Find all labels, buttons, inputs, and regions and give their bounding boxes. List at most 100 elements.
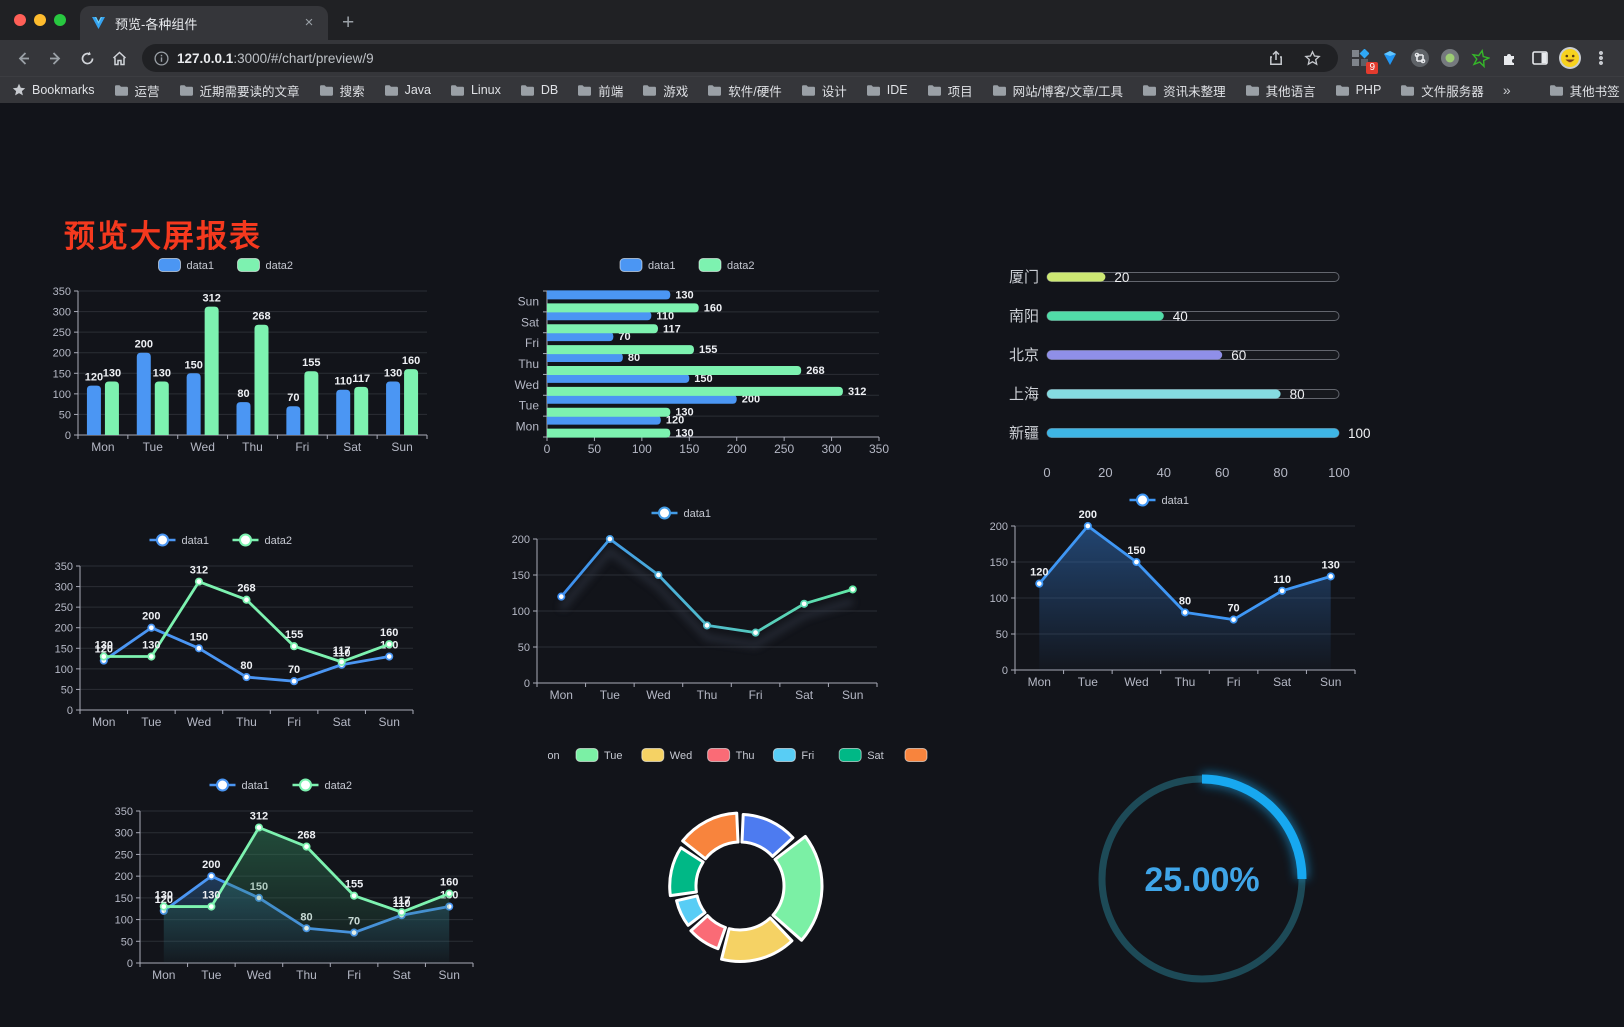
url-path: :3000/#/chart/preview/9: [233, 50, 374, 66]
svg-text:200: 200: [55, 623, 73, 635]
svg-text:312: 312: [848, 386, 866, 398]
other-bookmarks-label: 其他书签: [1569, 84, 1620, 99]
svg-text:300: 300: [822, 442, 842, 456]
svg-text:350: 350: [115, 806, 133, 818]
svg-text:Sat: Sat: [343, 440, 362, 454]
extension-evernote-button[interactable]: [1466, 44, 1494, 72]
profile-avatar[interactable]: [1556, 44, 1584, 72]
svg-text:60: 60: [1215, 465, 1229, 480]
svg-text:Sun: Sun: [1320, 675, 1341, 689]
browser-tab-active[interactable]: 预览-各种组件 ×: [80, 6, 328, 40]
command-circle-icon: [1411, 49, 1429, 67]
svg-text:100: 100: [55, 664, 73, 676]
svg-text:150: 150: [55, 643, 73, 655]
bookmark-folder[interactable]: 其他语言: [1245, 81, 1316, 100]
svg-text:Mon: Mon: [516, 420, 539, 434]
extension-vue-devtools-button[interactable]: [1376, 44, 1404, 72]
svg-text:150: 150: [184, 359, 202, 371]
green-star-icon: [1470, 48, 1490, 68]
bookmarks-root-label: Bookmarks: [32, 83, 95, 97]
bookmark-folder[interactable]: 文件服务器: [1400, 81, 1484, 100]
other-bookmarks[interactable]: 其他书签: [1549, 81, 1620, 100]
reload-button[interactable]: [72, 43, 102, 73]
bookmark-folder-label: 文件服务器: [1421, 84, 1484, 99]
svg-text:100: 100: [632, 442, 652, 456]
svg-text:200: 200: [1079, 509, 1097, 521]
svg-text:150: 150: [53, 368, 71, 380]
bookmark-folder[interactable]: 搜索: [319, 81, 365, 100]
bookmark-folder[interactable]: 近期需要读的文章: [179, 81, 300, 100]
svg-text:Wed: Wed: [515, 378, 539, 392]
bookmark-folder[interactable]: 资讯未整理: [1142, 81, 1226, 100]
bookmark-folder[interactable]: 前端: [577, 81, 623, 100]
extensions-puzzle-button[interactable]: [1496, 44, 1524, 72]
home-button[interactable]: [104, 43, 134, 73]
svg-text:Sun: Sun: [842, 688, 863, 702]
folder-icon: [927, 84, 941, 96]
svg-text:130: 130: [675, 428, 693, 440]
svg-text:80: 80: [237, 388, 249, 400]
chart-line-two-series: data1 data2 0 50 100 150 200 250 300 350 Mon Tue Wed…: [55, 533, 414, 729]
window-minimize-button[interactable]: [34, 14, 46, 26]
bookmarks-bar: Bookmarks 运营 近期需要读的文章 搜索 Java Linux DB 前端 游戏 软件/…: [0, 76, 1624, 103]
bookmark-star-button[interactable]: [1298, 44, 1326, 72]
svg-text:300: 300: [115, 828, 133, 840]
browser-menu-button[interactable]: • • •: [1586, 43, 1616, 73]
bookmark-folder[interactable]: Java: [384, 83, 431, 97]
svg-text:0: 0: [524, 678, 530, 690]
extension-command-button[interactable]: [1406, 44, 1434, 72]
extension-grid-button[interactable]: 9: [1346, 44, 1378, 74]
svg-text:110: 110: [1273, 574, 1291, 586]
tab-close-icon[interactable]: ×: [304, 14, 314, 31]
svg-text:200: 200: [727, 442, 747, 456]
folder-icon: [1335, 84, 1349, 96]
svg-text:200: 200: [53, 348, 71, 360]
bookmark-folder[interactable]: 运营: [114, 81, 160, 100]
folder-icon: [1245, 84, 1259, 96]
back-button[interactable]: [8, 43, 38, 73]
svg-text:data2: data2: [727, 260, 755, 272]
grid-extension-icon: [1352, 49, 1369, 66]
share-icon: [1270, 50, 1282, 65]
svg-text:155: 155: [302, 357, 320, 369]
folder-icon: [866, 84, 880, 96]
address-bar[interactable]: 127.0.0.1:3000/#/chart/preview/9: [142, 44, 1338, 72]
share-button[interactable]: [1262, 44, 1290, 72]
svg-text:50: 50: [518, 642, 530, 654]
svg-text:Thu: Thu: [242, 440, 263, 454]
bookmark-folder-label: 运营: [134, 84, 160, 99]
bookmark-folder[interactable]: 项目: [927, 81, 973, 100]
bookmark-folder[interactable]: 游戏: [642, 81, 688, 100]
svg-text:117: 117: [333, 645, 351, 657]
svg-text:0: 0: [65, 430, 71, 442]
bookmark-folder[interactable]: DB: [520, 83, 558, 97]
bookmark-folder-label: 近期需要读的文章: [199, 84, 300, 99]
svg-text:0: 0: [67, 705, 73, 717]
extension-record-button[interactable]: [1436, 44, 1464, 72]
bookmark-folder[interactable]: Linux: [450, 83, 501, 97]
new-tab-button[interactable]: +: [342, 11, 355, 34]
window-zoom-button[interactable]: [54, 14, 66, 26]
folder-icon: [114, 84, 128, 96]
bookmark-folder[interactable]: 软件/硬件: [707, 81, 782, 100]
side-panel-button[interactable]: [1526, 44, 1554, 72]
bookmarks-root[interactable]: Bookmarks: [12, 83, 95, 97]
svg-text:100: 100: [1328, 465, 1350, 480]
svg-text:Mon: Mon: [91, 440, 114, 454]
svg-text:120: 120: [666, 415, 684, 427]
puzzle-icon: [1504, 54, 1514, 65]
svg-text:130: 130: [95, 640, 113, 652]
window-close-button[interactable]: [14, 14, 26, 26]
bookmark-folder[interactable]: IDE: [866, 83, 908, 97]
bookmark-folder[interactable]: 网站/博客/文章/工具: [992, 81, 1123, 100]
svg-text:20: 20: [1098, 465, 1112, 480]
svg-text:268: 268: [806, 365, 824, 377]
bookmark-folder-label: 资讯未整理: [1163, 84, 1226, 99]
svg-text:Thu: Thu: [296, 968, 317, 982]
bookmark-folder[interactable]: 设计: [801, 81, 847, 100]
svg-text:0: 0: [127, 958, 133, 970]
bookmarks-overflow-chevron[interactable]: »: [1502, 82, 1511, 98]
svg-text:data1: data1: [182, 535, 210, 547]
bookmark-folder[interactable]: PHP: [1335, 83, 1381, 97]
forward-button[interactable]: [40, 43, 70, 73]
